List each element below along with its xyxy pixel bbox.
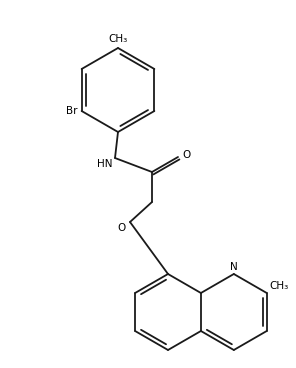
Text: N: N	[230, 262, 238, 272]
Text: CH₃: CH₃	[270, 281, 289, 291]
Text: O: O	[118, 223, 126, 233]
Text: HN: HN	[97, 159, 113, 169]
Text: CH₃: CH₃	[108, 34, 128, 44]
Text: Br: Br	[66, 106, 78, 116]
Text: O: O	[182, 150, 190, 160]
